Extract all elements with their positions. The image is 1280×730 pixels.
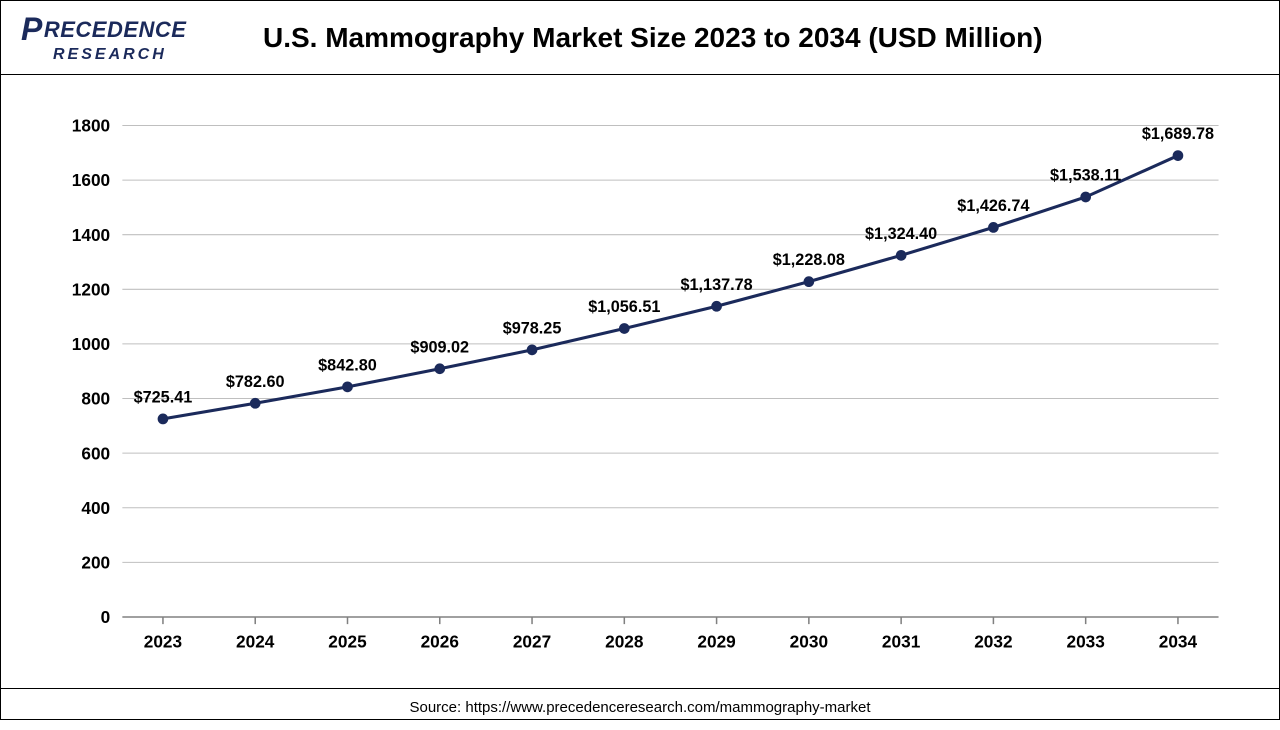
x-tick-label: 2033 — [1066, 632, 1105, 652]
x-tick-label: 2030 — [790, 632, 828, 652]
logo-big-p: P — [21, 11, 43, 48]
data-label: $1,689.78 — [1142, 125, 1214, 143]
logo-word: RECEDENCE — [44, 17, 187, 43]
data-label: $725.41 — [134, 388, 193, 406]
y-tick-label: 1600 — [72, 170, 110, 190]
x-tick-label: 2034 — [1159, 632, 1198, 652]
x-tick-label: 2025 — [328, 632, 367, 652]
y-tick-label: 1800 — [72, 116, 110, 136]
y-tick-label: 0 — [101, 607, 111, 627]
data-marker — [251, 399, 260, 408]
data-marker — [1081, 192, 1090, 201]
data-marker — [343, 382, 352, 391]
chart-title: U.S. Mammography Market Size 2023 to 203… — [226, 22, 1259, 54]
data-marker — [158, 414, 167, 423]
x-tick-label: 2028 — [605, 632, 644, 652]
data-label: $1,426.74 — [957, 197, 1029, 215]
y-tick-label: 800 — [81, 389, 110, 409]
data-marker — [897, 251, 906, 260]
plot-outer: 0 200 400 600 800 1000 1200 1400 1600 1800 2023 202… — [1, 75, 1279, 689]
y-tick-label: 1200 — [72, 279, 110, 299]
plot-area: 0 200 400 600 800 1000 1200 1400 1600 1800 2023 202… — [31, 105, 1249, 678]
data-label: $1,137.78 — [680, 276, 752, 294]
y-tick-label: 1000 — [72, 334, 110, 354]
data-line — [163, 156, 1178, 419]
data-label: $1,538.11 — [1050, 167, 1121, 185]
logo: PRECEDENCE RESEARCH — [21, 11, 186, 64]
x-tick-label: 2031 — [882, 632, 921, 652]
data-marker — [435, 364, 444, 373]
data-label: $1,228.08 — [773, 251, 845, 269]
y-tick-label: 400 — [81, 498, 110, 518]
y-tick-label: 600 — [81, 443, 110, 463]
data-marker — [527, 345, 536, 354]
y-tick-label: 1400 — [72, 225, 110, 245]
data-label: $1,324.40 — [865, 225, 937, 243]
data-marker — [1173, 151, 1182, 160]
data-marker — [804, 277, 813, 286]
x-tick-label: 2024 — [236, 632, 275, 652]
chart-container: PRECEDENCE RESEARCH U.S. Mammography Mar… — [0, 0, 1280, 720]
source-footer: Source: https://www.precedenceresearch.c… — [1, 689, 1279, 730]
data-label: $1,056.51 — [588, 298, 660, 316]
x-tick-label: 2023 — [144, 632, 183, 652]
data-label: $978.25 — [503, 319, 562, 337]
logo-top: PRECEDENCE — [21, 11, 186, 48]
data-label: $909.02 — [410, 338, 469, 356]
data-marker — [620, 324, 629, 333]
data-marker — [989, 223, 998, 232]
data-label: $782.60 — [226, 373, 285, 391]
y-tick-label: 200 — [81, 552, 110, 572]
x-tick-label: 2026 — [421, 632, 460, 652]
header: PRECEDENCE RESEARCH U.S. Mammography Mar… — [1, 1, 1279, 75]
logo-bottom: RESEARCH — [53, 46, 167, 64]
x-tick-label: 2029 — [697, 632, 735, 652]
data-marker — [712, 302, 721, 311]
data-label: $842.80 — [318, 356, 377, 374]
x-tick-label: 2027 — [513, 632, 551, 652]
line-chart: 0 200 400 600 800 1000 1200 1400 1600 1800 2023 202… — [31, 105, 1249, 678]
x-tick-label: 2032 — [974, 632, 1012, 652]
